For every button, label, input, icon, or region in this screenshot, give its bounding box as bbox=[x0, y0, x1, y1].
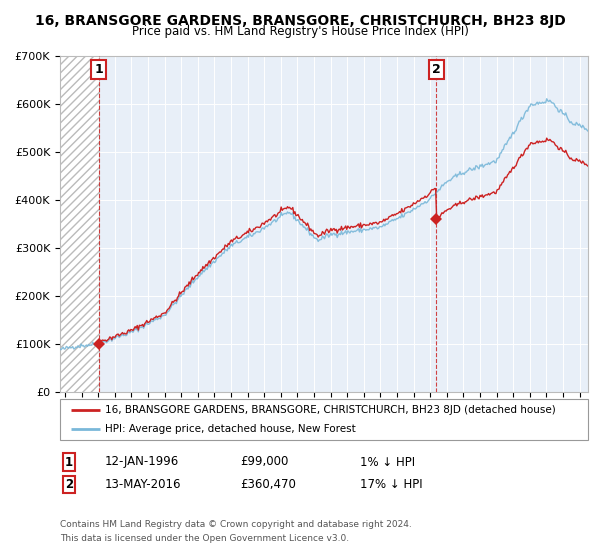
Text: 16, BRANSGORE GARDENS, BRANSGORE, CHRISTCHURCH, BH23 8JD (detached house): 16, BRANSGORE GARDENS, BRANSGORE, CHRIST… bbox=[105, 405, 556, 415]
Text: £99,000: £99,000 bbox=[240, 455, 289, 469]
Text: 12-JAN-1996: 12-JAN-1996 bbox=[105, 455, 179, 469]
Text: Price paid vs. HM Land Registry's House Price Index (HPI): Price paid vs. HM Land Registry's House … bbox=[131, 25, 469, 38]
Text: 2: 2 bbox=[65, 478, 73, 491]
Text: 1% ↓ HPI: 1% ↓ HPI bbox=[360, 455, 415, 469]
Text: 13-MAY-2016: 13-MAY-2016 bbox=[105, 478, 182, 491]
Text: 2: 2 bbox=[432, 63, 441, 76]
Text: 17% ↓ HPI: 17% ↓ HPI bbox=[360, 478, 422, 491]
FancyBboxPatch shape bbox=[60, 399, 588, 440]
Text: 16, BRANSGORE GARDENS, BRANSGORE, CHRISTCHURCH, BH23 8JD: 16, BRANSGORE GARDENS, BRANSGORE, CHRIST… bbox=[35, 14, 565, 28]
Text: HPI: Average price, detached house, New Forest: HPI: Average price, detached house, New … bbox=[105, 424, 356, 433]
Text: £360,470: £360,470 bbox=[240, 478, 296, 491]
Text: This data is licensed under the Open Government Licence v3.0.: This data is licensed under the Open Gov… bbox=[60, 534, 349, 543]
Bar bbox=[60, 56, 99, 392]
Text: 1: 1 bbox=[94, 63, 103, 76]
Text: 1: 1 bbox=[65, 455, 73, 469]
Text: Contains HM Land Registry data © Crown copyright and database right 2024.: Contains HM Land Registry data © Crown c… bbox=[60, 520, 412, 529]
